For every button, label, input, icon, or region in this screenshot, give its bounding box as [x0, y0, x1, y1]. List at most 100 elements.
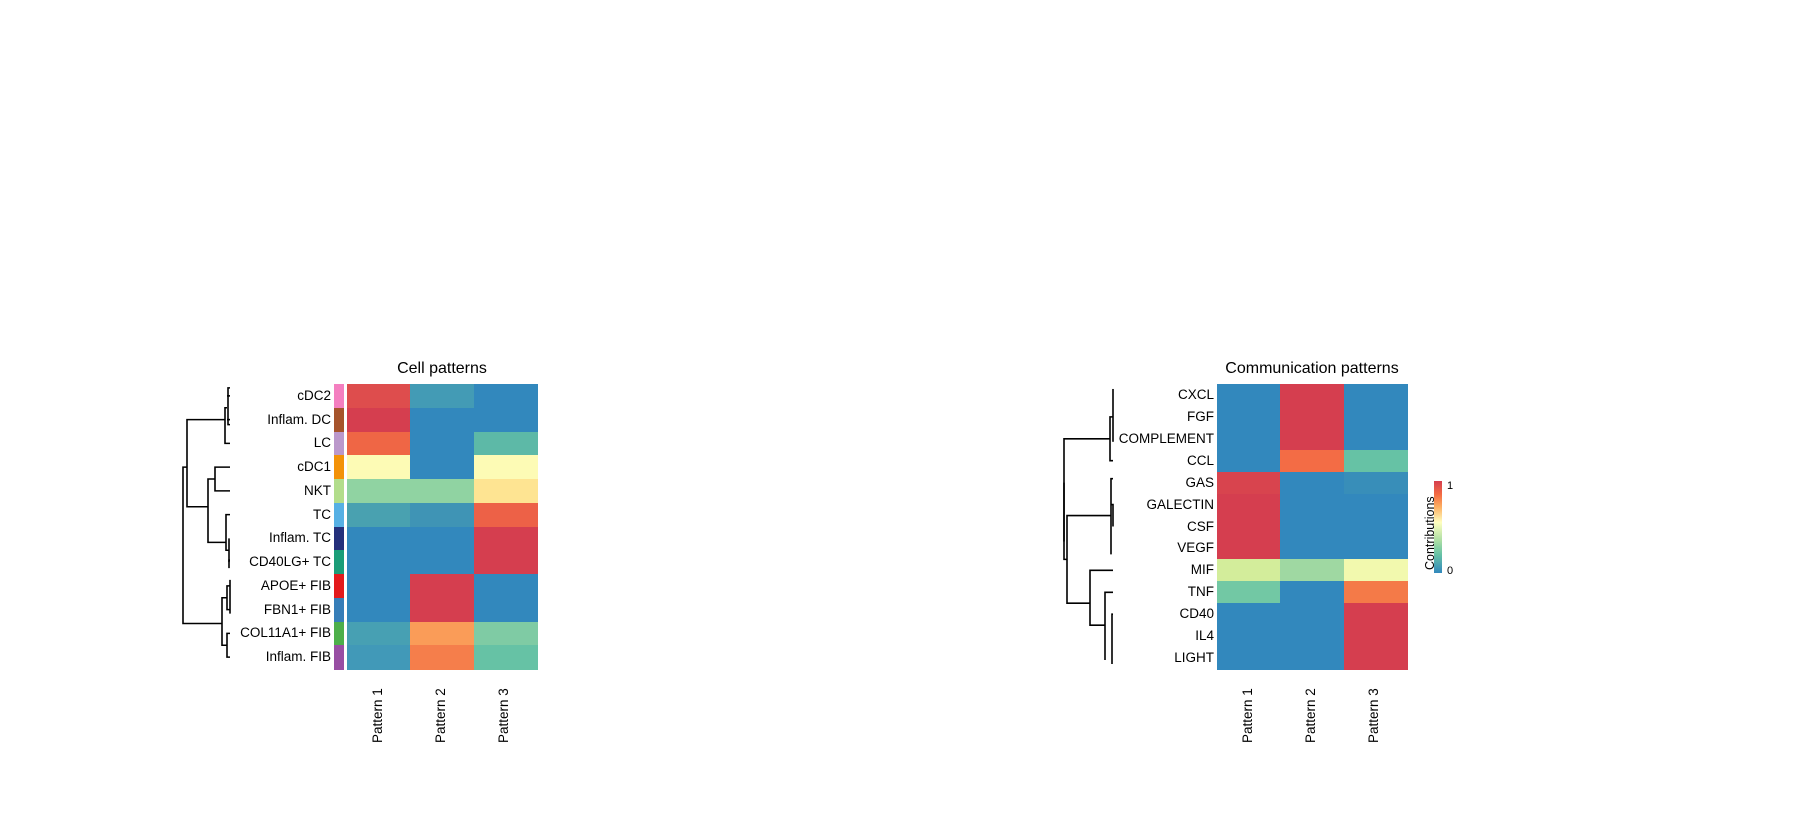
row-label: FGF: [1187, 408, 1214, 424]
legend-colorbar: [1434, 481, 1442, 573]
row-label: cDC2: [297, 387, 331, 403]
heatmap-cell: [347, 526, 411, 551]
heatmap-cell: [473, 550, 538, 575]
heatmap-cell: [1343, 603, 1408, 626]
heatmap-cell: [347, 645, 411, 670]
row-label: CCL: [1186, 452, 1214, 468]
row-label: GALECTIN: [1146, 496, 1214, 512]
heatmap-cell: [1343, 405, 1408, 429]
heatmap-cell: [473, 502, 538, 528]
row-label: Inflam. FIB: [265, 649, 331, 665]
heatmap-cell: [1343, 427, 1408, 451]
heatmap-cell: [1280, 537, 1345, 560]
cell-patterns-title: Cell patterns: [397, 360, 487, 377]
annotation-swatch: [334, 621, 344, 646]
heatmap-cell: [1343, 581, 1408, 604]
heatmap-cell: [473, 431, 538, 456]
row-label: TC: [313, 506, 331, 522]
heatmap-cell: [473, 597, 538, 623]
row-label: CSF: [1187, 518, 1214, 534]
row-label: CD40: [1179, 606, 1214, 622]
heatmap-cell: [410, 621, 475, 646]
heatmap-cell: [1343, 384, 1408, 407]
annotation-swatch: [334, 645, 344, 670]
row-label: CXCL: [1177, 386, 1214, 402]
heatmap-cell: [347, 597, 411, 623]
heatmap-cell: [1280, 559, 1345, 582]
heatmap-cell: [410, 479, 475, 504]
row-label: COMPLEMENT: [1118, 430, 1214, 446]
heatmap-cell: [347, 407, 411, 433]
row-label: APOE+ FIB: [260, 577, 331, 593]
row-label: LC: [313, 435, 331, 451]
heatmap-cell: [410, 455, 475, 480]
annotation-swatch: [334, 431, 344, 456]
heatmap-cell: [1280, 647, 1345, 670]
heatmap-cell: [473, 526, 538, 551]
heatmap-cell: [1280, 581, 1345, 604]
legend-max-label: 1: [1447, 480, 1454, 492]
row-label: COL11A1+ FIB: [240, 625, 331, 641]
column-label: Pattern 2: [1303, 688, 1318, 743]
heatmap-cell: [410, 407, 475, 433]
heatmap-cell: [347, 502, 411, 528]
annotation-swatch: [334, 455, 344, 480]
row-label: MIF: [1190, 562, 1214, 578]
annotation-swatch: [334, 479, 344, 504]
annotation-swatch: [334, 384, 344, 409]
heatmap-cell: [410, 526, 475, 551]
row-label: FBN1+ FIB: [263, 601, 331, 617]
heatmap-cell: [1280, 603, 1345, 626]
annotation-swatch: [334, 574, 344, 599]
heatmap-cell: [1343, 449, 1408, 473]
heatmap-cell: [1217, 625, 1281, 648]
heatmap-cell: [1280, 493, 1345, 517]
heatmap-cell: [1343, 647, 1408, 670]
heatmap-cell: [1217, 493, 1281, 517]
heatmap-cell: [347, 621, 411, 646]
row-label: Inflam. TC: [268, 530, 331, 546]
column-label: Pattern 3: [1366, 688, 1382, 743]
heatmap-cell: [1217, 405, 1281, 429]
legend-min-label: 0: [1447, 565, 1454, 577]
heatmap-cell: [1343, 515, 1408, 539]
row-label: Inflam. DC: [267, 411, 331, 427]
heatmap-cell: [1217, 384, 1281, 407]
heatmap-cell: [1217, 427, 1281, 451]
heatmap-cell: [1343, 559, 1408, 582]
heatmap-cell: [410, 574, 475, 599]
row-label: IL4: [1195, 628, 1214, 644]
heatmap-cell: [1343, 493, 1408, 517]
heatmap-cell: [473, 455, 538, 480]
heatmap-cell: [1280, 384, 1345, 407]
heatmap-cell: [1343, 625, 1408, 648]
heatmap-cell: [1217, 603, 1281, 626]
heatmap-cell: [347, 455, 411, 480]
heatmap-cell: [1217, 559, 1281, 582]
heatmap-cell: [473, 479, 538, 504]
heatmap-cell: [1217, 647, 1281, 670]
heatmap-cell: [1280, 449, 1345, 473]
heatmap-cell: [473, 574, 538, 599]
heatmap-cell: [347, 574, 411, 599]
heatmap-cell: [1217, 515, 1281, 539]
heatmap-cell: [410, 645, 475, 670]
annotation-swatch: [334, 502, 344, 528]
heatmap-cell: [1343, 471, 1408, 495]
row-label: cDC1: [297, 459, 331, 475]
heatmap-cell: [410, 431, 475, 456]
heatmap-cell: [1280, 405, 1345, 429]
heatmap-cell: [1217, 581, 1281, 604]
row-label: NKT: [304, 482, 331, 498]
heatmap-cell: [1280, 515, 1345, 539]
annotation-swatch: [334, 550, 344, 575]
heatmap-cell: [410, 597, 475, 623]
heatmap-cell: [347, 431, 411, 456]
annotation-swatch: [334, 407, 344, 433]
row-label: LIGHT: [1174, 650, 1214, 666]
communication-patterns-title: Communication patterns: [1225, 360, 1399, 377]
row-label: VEGF: [1177, 540, 1214, 556]
heatmap-cell: [1343, 537, 1408, 560]
heatmap-cell: [473, 621, 538, 646]
